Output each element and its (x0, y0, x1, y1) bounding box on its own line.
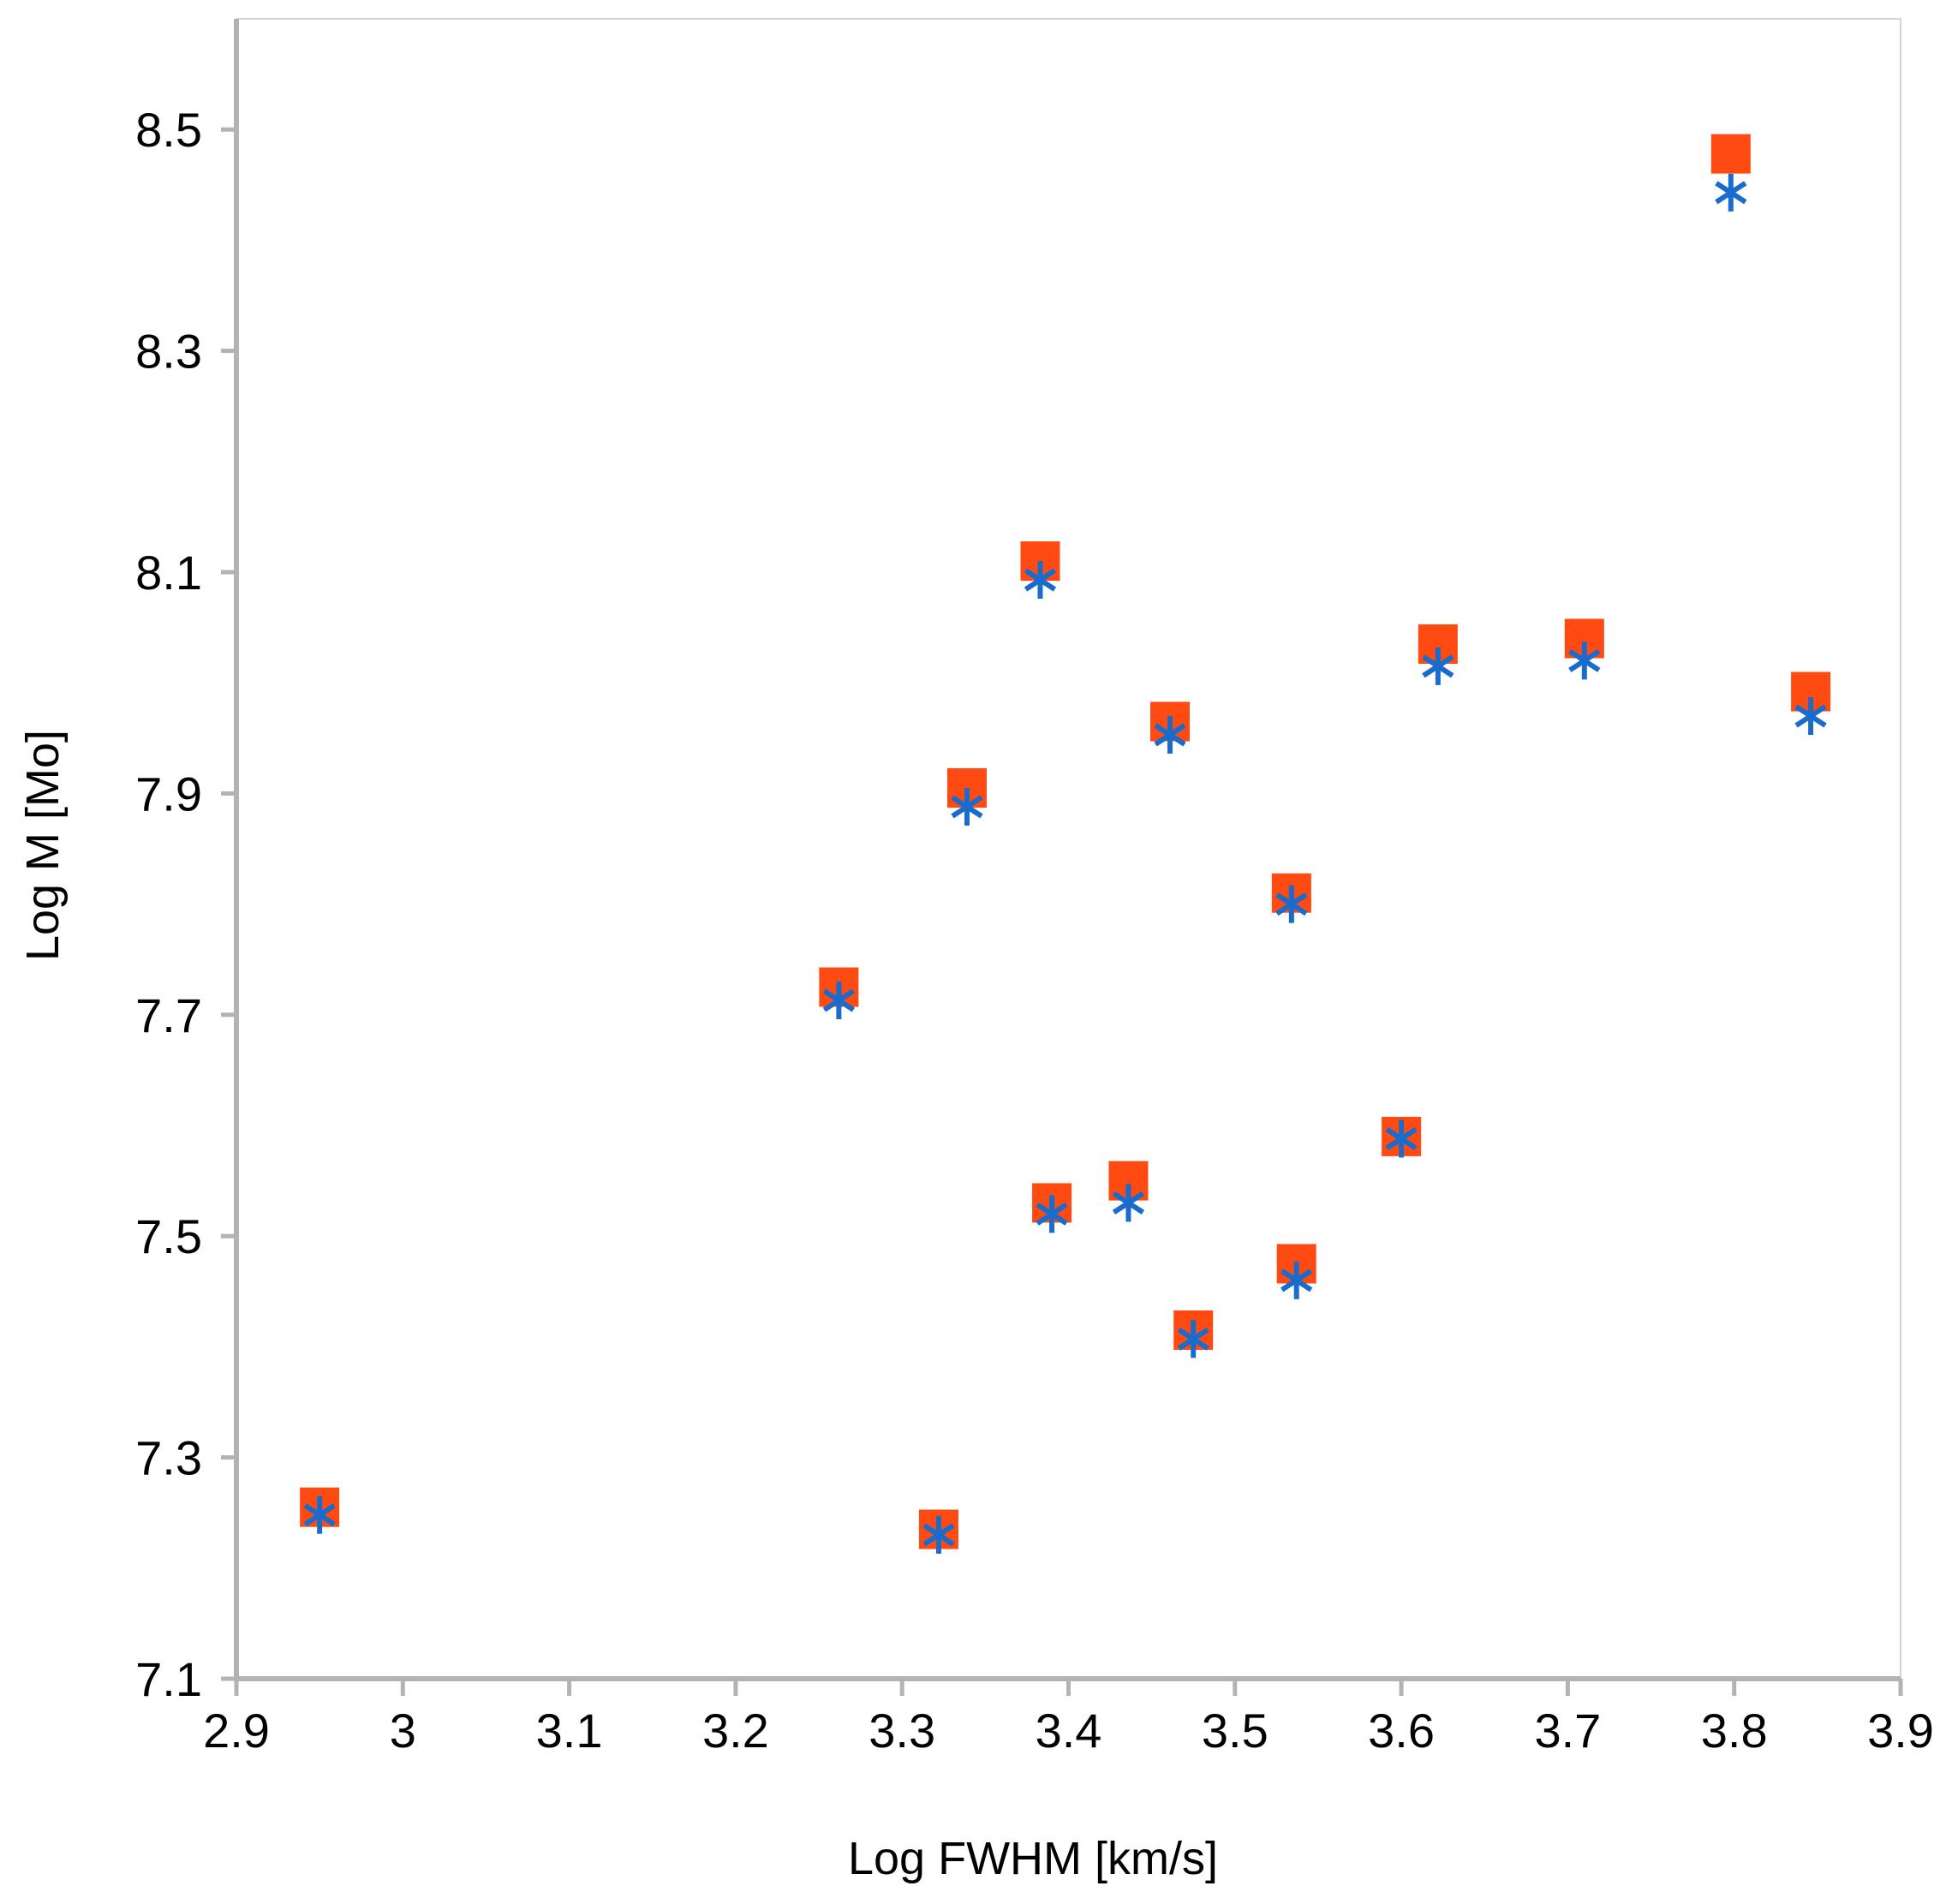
x-tick-label: 3.1 (536, 1704, 603, 1758)
asterisk-marker (1794, 696, 1827, 735)
x-tick-label: 3.9 (1867, 1704, 1934, 1758)
y-tick-label: 8.1 (135, 546, 202, 600)
x-tick-label: 3.8 (1701, 1704, 1768, 1758)
series-layer (300, 134, 1831, 1555)
asterisk-marker (1112, 1184, 1145, 1222)
y-tick-label: 7.9 (135, 767, 202, 821)
asterisk-marker (1715, 173, 1747, 212)
asterisk-marker (1275, 885, 1308, 923)
y-tick-label: 8.3 (135, 325, 202, 379)
asterisk-marker (1154, 715, 1186, 754)
x-tick-label: 3.7 (1534, 1704, 1601, 1758)
x-tick-label: 3.5 (1202, 1704, 1269, 1758)
asterisk-marker (951, 787, 983, 826)
x-tick-label: 2.9 (203, 1704, 270, 1758)
x-tick-label: 3.2 (702, 1704, 769, 1758)
y-tick-label: 7.1 (135, 1652, 202, 1706)
x-tick-label: 3 (390, 1704, 416, 1758)
series-2 (303, 173, 1827, 1555)
y-tick-label: 7.7 (135, 988, 202, 1042)
asterisk-marker (922, 1516, 955, 1555)
square-marker (1710, 134, 1751, 174)
y-tick-label: 7.5 (135, 1209, 202, 1263)
asterisk-marker (822, 982, 855, 1020)
asterisk-marker (1385, 1119, 1418, 1158)
y-axis-title: Log M [Mo] (17, 730, 69, 961)
x-tick-label: 3.3 (869, 1704, 935, 1758)
asterisk-marker (1422, 647, 1454, 685)
asterisk-marker (1024, 561, 1057, 600)
x-axis: 2.9 3 3.1 3.2 3.3 3.4 3.5 3.6 3.7 3.8 3.9 (203, 1676, 1934, 1758)
asterisk-marker (1177, 1320, 1209, 1358)
y-axis: 7.1 7.3 7.5 7.7 7.9 8.1 8.3 8.5 (135, 19, 239, 1706)
asterisk-marker (1568, 642, 1601, 680)
y-tick-label: 7.3 (135, 1431, 202, 1485)
y-tick-label: 8.5 (135, 103, 202, 157)
asterisk-marker (303, 1495, 336, 1534)
asterisk-marker (1280, 1261, 1313, 1299)
asterisk-marker (1036, 1195, 1068, 1233)
x-tick-label: 3.6 (1368, 1704, 1435, 1758)
plot-area (236, 18, 1901, 1680)
x-axis-title: Log FWHM [km/s] (848, 1833, 1218, 1884)
x-tick-label: 3.4 (1036, 1704, 1102, 1758)
